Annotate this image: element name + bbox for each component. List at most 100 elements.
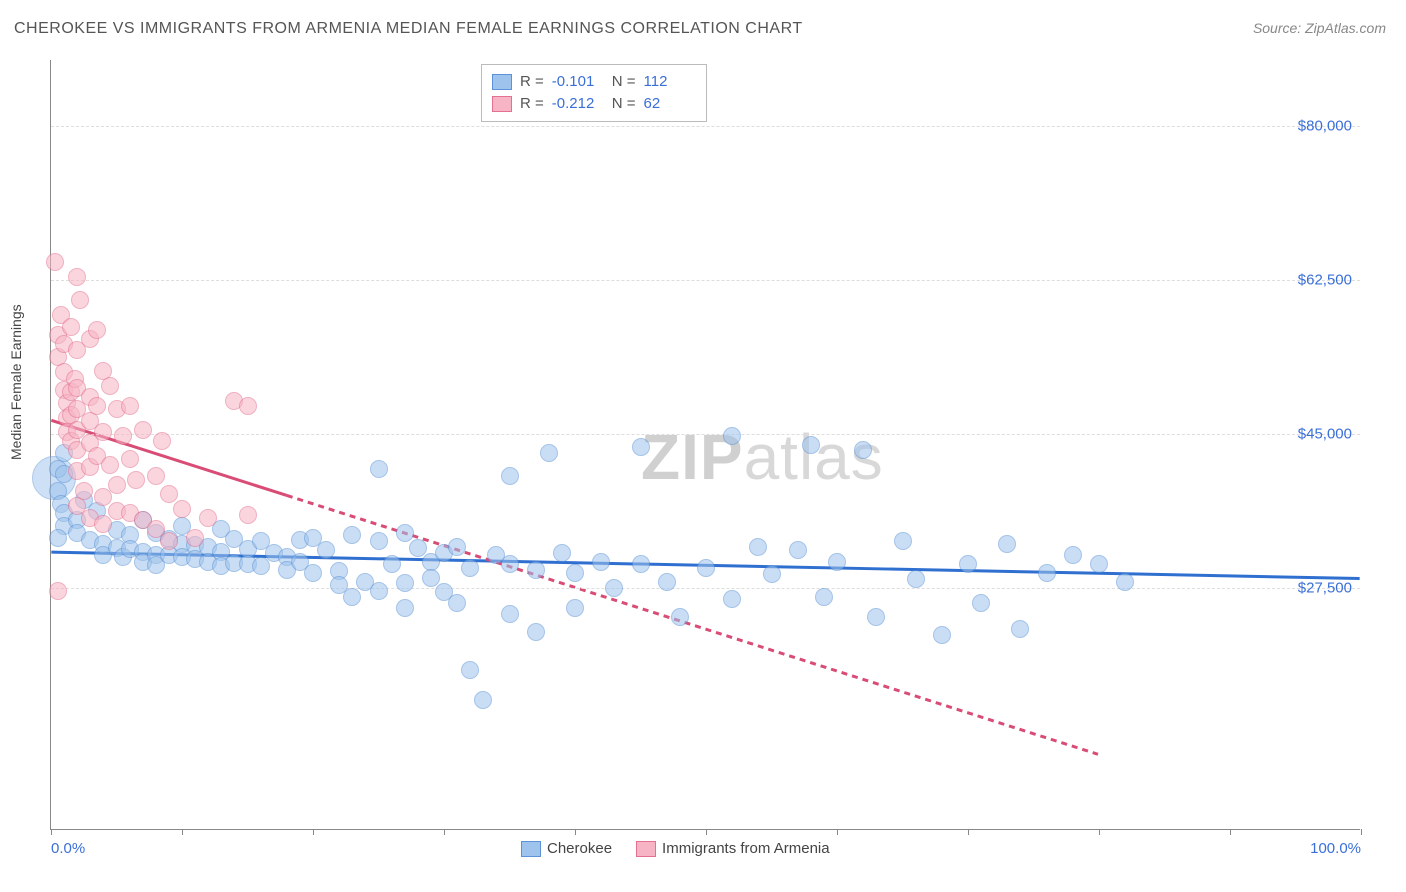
scatter-point (343, 526, 361, 544)
scatter-point (1090, 555, 1108, 573)
scatter-point (114, 427, 132, 445)
scatter-point (749, 538, 767, 556)
x-tick (575, 829, 576, 835)
scatter-point (252, 557, 270, 575)
scatter-point (605, 579, 623, 597)
scatter-point (723, 427, 741, 445)
scatter-point (527, 623, 545, 641)
scatter-point (173, 500, 191, 518)
scatter-point (186, 529, 204, 547)
scatter-point (501, 605, 519, 623)
y-tick-label: $80,000 (1298, 118, 1352, 135)
scatter-point (998, 535, 1016, 553)
scatter-point (75, 482, 93, 500)
scatter-point (317, 541, 335, 559)
y-tick-label: $45,000 (1298, 426, 1352, 443)
scatter-point (553, 544, 571, 562)
x-tick (182, 829, 183, 835)
y-tick-label: $27,500 (1298, 580, 1352, 597)
scatter-point (121, 450, 139, 468)
legend-n-value: 62 (644, 93, 696, 115)
scatter-point (160, 485, 178, 503)
scatter-point (71, 291, 89, 309)
legend-r-label: R = (520, 71, 544, 93)
scatter-point (199, 509, 217, 527)
scatter-point (894, 532, 912, 550)
scatter-point (828, 553, 846, 571)
series-legend-item: Cherokee (521, 840, 612, 857)
scatter-point (239, 506, 257, 524)
scatter-point (396, 524, 414, 542)
scatter-point (304, 564, 322, 582)
x-tick (51, 829, 52, 835)
scatter-point (1038, 564, 1056, 582)
scatter-point (396, 599, 414, 617)
gridline (51, 588, 1360, 589)
series-legend-label: Cherokee (547, 840, 612, 857)
scatter-point (153, 432, 171, 450)
scatter-point (1116, 573, 1134, 591)
scatter-point (46, 253, 64, 271)
scatter-point (972, 594, 990, 612)
scatter-point (501, 467, 519, 485)
scatter-point (854, 441, 872, 459)
scatter-point (501, 555, 519, 573)
source-attribution: Source: ZipAtlas.com (1253, 20, 1386, 36)
scatter-point (632, 555, 650, 573)
scatter-point (461, 661, 479, 679)
scatter-point (959, 555, 977, 573)
scatter-point (88, 321, 106, 339)
legend-swatch (492, 96, 512, 112)
trend-lines-layer (51, 60, 1360, 829)
x-tick (313, 829, 314, 835)
scatter-point (907, 570, 925, 588)
scatter-point (592, 553, 610, 571)
scatter-point (49, 529, 67, 547)
y-tick-label: $62,500 (1298, 272, 1352, 289)
scatter-point (867, 608, 885, 626)
series-legend-item: Immigrants from Armenia (636, 840, 830, 857)
scatter-point (697, 559, 715, 577)
scatter-point (88, 397, 106, 415)
gridline (51, 126, 1360, 127)
scatter-point (370, 460, 388, 478)
scatter-point (671, 608, 689, 626)
scatter-point (632, 438, 650, 456)
scatter-point (383, 555, 401, 573)
y-axis-label: Median Female Earnings (8, 304, 24, 460)
scatter-point (474, 691, 492, 709)
chart-title: CHEROKEE VS IMMIGRANTS FROM ARMENIA MEDI… (14, 20, 803, 38)
gridline (51, 434, 1360, 435)
legend-r-value: -0.101 (552, 71, 604, 93)
scatter-point (147, 467, 165, 485)
x-tick (444, 829, 445, 835)
x-tick-label: 0.0% (51, 840, 85, 857)
scatter-point (101, 377, 119, 395)
legend-n-label: N = (612, 71, 636, 93)
source-name: ZipAtlas.com (1305, 20, 1386, 36)
scatter-point (566, 599, 584, 617)
series-legend: Cherokee Immigrants from Armenia (521, 840, 830, 857)
legend-row: R = -0.101 N = 112 (492, 71, 696, 93)
plot-area: ZIPatlas $27,500$45,000$62,500$80,0000.0… (50, 60, 1360, 830)
scatter-point (127, 471, 145, 489)
chart-container: CHEROKEE VS IMMIGRANTS FROM ARMENIA MEDI… (0, 0, 1406, 892)
legend-n-label: N = (612, 93, 636, 115)
scatter-point (723, 590, 741, 608)
scatter-point (108, 476, 126, 494)
legend-r-value: -0.212 (552, 93, 604, 115)
scatter-point (540, 444, 558, 462)
correlation-legend: R = -0.101 N = 112R = -0.212 N = 62 (481, 64, 707, 122)
scatter-point (802, 436, 820, 454)
legend-row: R =-0.212N =62 (492, 93, 696, 115)
x-tick (1230, 829, 1231, 835)
scatter-point (1064, 546, 1082, 564)
scatter-point (134, 421, 152, 439)
legend-n-value: 112 (644, 71, 696, 93)
x-tick (837, 829, 838, 835)
x-tick (1361, 829, 1362, 835)
scatter-point (62, 318, 80, 336)
series-legend-label: Immigrants from Armenia (662, 840, 830, 857)
x-tick-label: 100.0% (1310, 840, 1361, 857)
scatter-point (343, 588, 361, 606)
